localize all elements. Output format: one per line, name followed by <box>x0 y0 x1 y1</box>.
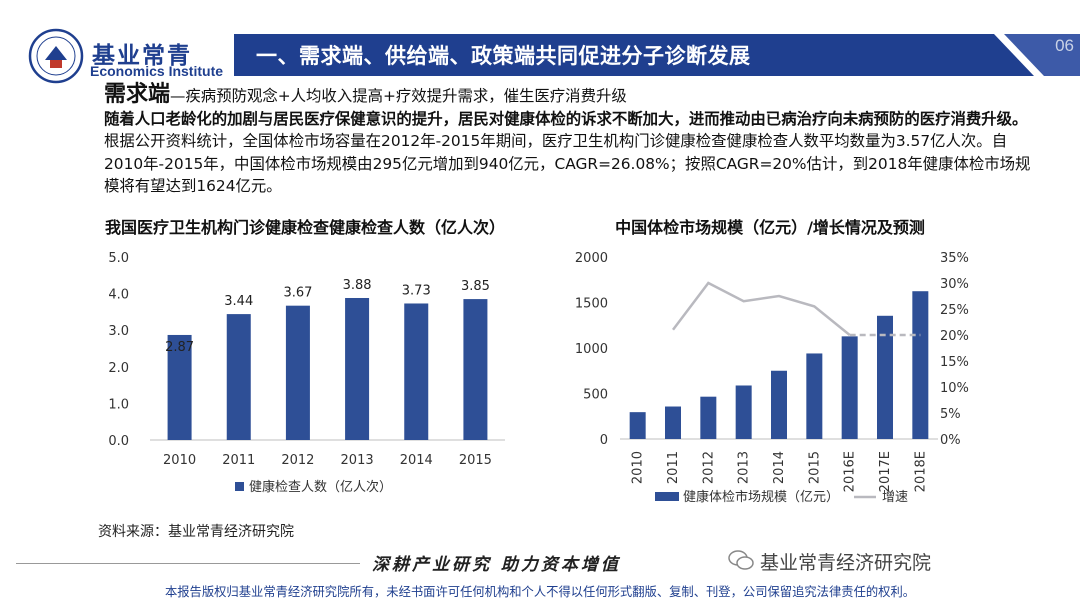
y-left-tick-label: 2000 <box>575 251 608 266</box>
legend-label-line: 增速 <box>882 490 908 505</box>
y-tick-label: 4.0 <box>108 288 129 303</box>
y-left-tick-label: 1000 <box>575 342 608 357</box>
legend-swatch-bars <box>655 492 679 501</box>
x-tick-label: 2013 <box>737 451 752 484</box>
section-heading: 需求端 <box>104 82 171 107</box>
x-tick-label: 2015 <box>459 453 492 468</box>
source-note: 资料来源：基业常青经济研究院 <box>98 524 294 540</box>
bar-2012 <box>285 305 310 440</box>
y-tick-label: 5.0 <box>108 251 129 266</box>
y-right-tick-label: 0% <box>940 433 961 448</box>
header: 基业常青 Economics Institute 一、需求端、供给端、政策端共同… <box>0 0 1080 98</box>
bar-2011 <box>226 314 251 440</box>
bar-2013 <box>735 385 752 439</box>
x-tick-label: 2017E <box>878 451 893 492</box>
y-left-tick-label: 500 <box>583 388 608 403</box>
x-tick-label: 2016E <box>843 451 858 492</box>
y-right-tick-label: 10% <box>940 381 969 396</box>
bar-2014 <box>404 303 429 440</box>
x-tick-label: 2011 <box>222 453 255 468</box>
wechat-icon <box>728 550 754 570</box>
x-tick-label: 2010 <box>163 453 196 468</box>
bar-2012 <box>700 396 717 439</box>
body-text: 需求端—疾病预防观念+人均收入提高+疗效提升需求，催生医疗消费升级 随着人口老龄… <box>104 82 1034 198</box>
chart-checkup-count: 我国医疗卫生机构门诊健康检查健康检查人数（亿人次） 0.0 1.0 2.0 3.0 4.0… <box>105 218 505 495</box>
y-left-tick-label: 1500 <box>575 297 608 312</box>
bar-2015 <box>463 299 488 440</box>
chart-title: 中国体检市场规模（亿元）/增长情况及预测 <box>615 218 925 237</box>
x-tick-label: 2015 <box>807 451 822 484</box>
data-label: 2.87 <box>165 340 194 355</box>
data-label: 3.85 <box>461 279 490 294</box>
y-tick-label: 1.0 <box>108 397 129 412</box>
page-title: 一、需求端、供给端、政策端共同促进分子诊断发展 <box>256 44 751 68</box>
y-tick-label: 2.0 <box>108 361 129 376</box>
bar-2015 <box>806 353 823 439</box>
x-tick-label: 2018E <box>913 451 928 492</box>
data-label: 3.73 <box>402 283 431 298</box>
y-right-tick-label: 30% <box>940 277 969 292</box>
y-left-tick-label: 0 <box>600 433 608 448</box>
copyright-notice: 本报告版权归基业常青经济研究院所有，未经书面许可任何机构和个人不得以任何形式翻版… <box>164 585 916 599</box>
y-right-tick-label: 25% <box>940 303 969 318</box>
bar-2013 <box>345 297 370 440</box>
section-subheading: —疾病预防观念+人均收入提高+疗效提升需求，催生医疗消费升级 <box>170 87 627 105</box>
x-tick-label: 2014 <box>400 453 433 468</box>
data-label: 3.44 <box>224 294 253 309</box>
x-tick-label: 2013 <box>341 453 374 468</box>
legend-swatch <box>235 482 244 491</box>
chart-title: 我国医疗卫生机构门诊健康检查健康检查人数（亿人次） <box>105 218 505 237</box>
x-tick-label: 2012 <box>701 451 716 484</box>
y-right-tick-label: 15% <box>940 355 969 370</box>
legend-label-bars: 健康体检市场规模（亿元） <box>683 489 839 505</box>
bar-2014 <box>771 370 787 439</box>
y-right-tick-label: 20% <box>940 329 969 344</box>
wechat-account-name: 基业常青经济研究院 <box>760 552 932 574</box>
bar-2016E <box>841 336 858 439</box>
x-tick-label: 2014 <box>772 451 787 484</box>
data-label: 3.67 <box>283 286 312 301</box>
x-tick-label: 2012 <box>281 453 314 468</box>
growth-line-actual <box>672 281 851 336</box>
paragraph-bold: 随着人口老龄化的加剧与居民医疗保健意识的提升，居民对健康体检的诉求不断加大，进而… <box>104 109 1028 128</box>
title-banner <box>234 34 1080 76</box>
x-tick-label: 2011 <box>666 451 681 484</box>
logo-english-name: Economics Institute <box>90 63 224 79</box>
y-tick-label: 3.0 <box>108 324 129 339</box>
bar-2011 <box>665 406 681 439</box>
bar-2017E <box>877 315 893 439</box>
logo-emblem-icon <box>28 28 84 84</box>
paragraph-text: 根据公开资料统计，全国体检市场容量在2012年-2015年期间，医疗卫生机构门诊… <box>104 132 1031 195</box>
bar-2018E <box>912 291 929 439</box>
x-tick-label: 2010 <box>631 451 646 484</box>
y-right-tick-label: 35% <box>940 251 969 266</box>
legend-label: 健康检查人数（亿人次） <box>249 479 392 495</box>
logo-chinese-name: 基业常青 <box>92 42 192 69</box>
chart-market-size: 中国体检市场规模（亿元）/增长情况及预测 0 500 1000 1500 2000 0% 5%… <box>575 218 969 505</box>
footer-divider <box>16 563 360 564</box>
bar-2010 <box>167 334 192 440</box>
y-tick-label: 0.0 <box>108 434 129 449</box>
y-right-tick-label: 5% <box>940 407 961 422</box>
bar-2010 <box>629 412 646 439</box>
data-label: 3.88 <box>343 278 372 293</box>
page-number: 06 <box>1055 36 1074 55</box>
footer-slogan: 深耕产业研究 助力资本增值 <box>372 555 621 575</box>
